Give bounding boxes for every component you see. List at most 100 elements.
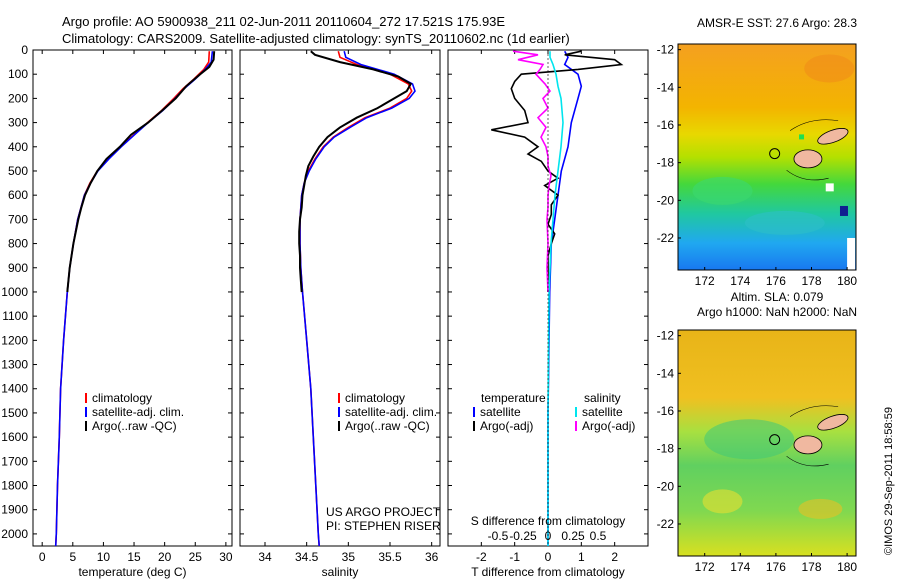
- differences-xtick-label: -2: [476, 550, 487, 564]
- sla_map-island-viti-levu: [793, 435, 823, 455]
- sst_map-xtick-label: 180: [837, 274, 857, 288]
- sla_map-ytick-label: -16: [657, 404, 675, 418]
- sla-blob: [704, 419, 795, 460]
- salinity-diff-tick-label: 0.5: [590, 529, 607, 543]
- differences-panel: -2 -1 0 1 2T difference from climatology -0.5…: [447, 49, 649, 579]
- imos-timestamp: ©IMOS 29-Sep-2011 18:58:59: [883, 407, 895, 555]
- plot-title-line2: Climatology: CARS2009. Satellite-adjuste…: [62, 31, 570, 46]
- project-annotation: PI: STEPHEN RISER: [326, 519, 441, 533]
- sst_map-ytick-label: -16: [657, 118, 675, 132]
- sst-cell: [847, 237, 856, 270]
- sst_map-argo-location-marker: [769, 148, 781, 160]
- salinity-legend-label: satellite-adj. clim.: [345, 405, 437, 419]
- sst_map-ytick-label: -14: [657, 80, 675, 94]
- sst_map-xtick-label: 174: [730, 274, 750, 288]
- sst_map-xtick-label: 176: [766, 274, 786, 288]
- depth-tick-label: 300: [8, 116, 28, 130]
- temperature-series-argo-raw-qc-: [66, 51, 216, 293]
- differences-xlabel: T difference from climatology: [471, 565, 625, 579]
- depth-tick-label: 1700: [1, 454, 28, 468]
- sst-cell: [825, 183, 834, 192]
- depth-tick-label: 1300: [1, 358, 28, 372]
- temperature-panel: 0 5 10 15 20 25 30 temperature (deg C) climatolo…: [32, 49, 233, 579]
- sla-map-title: Altim. SLA: 0.079: [731, 290, 824, 304]
- sst_map-ytick-label: -18: [657, 156, 675, 170]
- sla_map-frame: [677, 329, 857, 557]
- salinity-xtick-label: 36: [425, 550, 439, 564]
- sst-cell: [799, 134, 805, 140]
- sla_map-argo-location-marker: [769, 434, 781, 446]
- temperature-xlabel: temperature (deg C): [78, 565, 186, 579]
- differences-series-s-satellite: [547, 51, 564, 546]
- diff-legend-header-salinity: salinity: [584, 391, 621, 405]
- sst_map-reef-contour: [786, 169, 829, 181]
- temperature-frame: [32, 49, 233, 547]
- salinity-series-argo-raw-qc-: [298, 50, 413, 293]
- temperature-xtick-label: 20: [158, 550, 172, 564]
- sst_map-texture: [692, 54, 856, 270]
- salinity-series-satellite-adj-clim-: [299, 50, 416, 547]
- diff-salinity-legend-label: Argo(-adj): [582, 419, 635, 433]
- depth-tick-label: 1900: [1, 503, 28, 517]
- sst_map-frame: [677, 43, 857, 271]
- depth-tick-label: 2000: [1, 527, 28, 541]
- sst_map-reef-contour: [789, 119, 839, 131]
- differences-xtick-label: 1: [578, 550, 585, 564]
- depth-tick-label: 1200: [1, 333, 28, 347]
- depth-tick-label: 700: [8, 212, 28, 226]
- sst_map-ytick-label: -22: [657, 231, 675, 245]
- depth-tick-label: 600: [8, 188, 28, 202]
- sst-cell: [839, 205, 848, 216]
- depth-tick-label: 1100: [2, 309, 28, 323]
- diff-salinity-legend-label: satellite: [582, 405, 623, 419]
- sla_map-ytick-label: -18: [657, 442, 675, 456]
- sst_map-xtick-label: 178: [801, 274, 821, 288]
- temperature-legend-label: Argo(..raw -QC): [92, 419, 177, 433]
- sla_map-texture: [702, 405, 849, 519]
- salinity-xtick-label: 35.5: [378, 550, 402, 564]
- depth-tick-label: 500: [8, 164, 28, 178]
- salinity-xtick-label: 35: [342, 550, 356, 564]
- salinity-diff-tick-label: -0.5: [488, 529, 509, 543]
- depth-tick-label: 0: [21, 43, 28, 57]
- temperature-legend-label: satellite-adj. clim.: [92, 405, 184, 419]
- depth-tick-label: 1800: [1, 479, 28, 493]
- sst_map-island-viti-levu: [793, 149, 823, 169]
- sla-blob: [702, 489, 743, 514]
- sst-blob: [692, 176, 753, 205]
- depth-tick-label: 1400: [1, 382, 28, 396]
- diff-legend-header-temperature: temperature: [481, 391, 546, 405]
- sst_map-ytick-label: -20: [657, 193, 675, 207]
- depth-tick-label: 900: [8, 261, 28, 275]
- sst-blob: [744, 210, 825, 235]
- diff-temperature-legend-label: Argo(-adj): [480, 419, 533, 433]
- temperature-legend-label: climatology: [92, 391, 152, 405]
- sla-blob: [798, 498, 843, 519]
- sla_map-xtick-label: 178: [801, 560, 821, 574]
- sla_map-reef-contour: [789, 405, 839, 417]
- salinity-xtick-label: 34: [258, 550, 272, 564]
- diff-temperature-legend-label: satellite: [480, 405, 521, 419]
- sst_map-panel: 172 174 176 178 180 -12 -14 -16 -18 -20 -22 AMSR-E …: [657, 16, 858, 288]
- sla_map-xtick-label: 176: [766, 560, 786, 574]
- differences-xtick-label: -1: [509, 550, 520, 564]
- sst-map-title: AMSR-E SST: 27.6 Argo: 28.3: [697, 16, 857, 30]
- salinity-frame: [239, 49, 441, 547]
- salinity-diff-tick-label: 0.25: [561, 529, 585, 543]
- differences-series-s-argo-adj-: [512, 50, 552, 293]
- sst_map-xtick-label: 172: [695, 274, 715, 288]
- sst_map-ytick-label: -12: [657, 43, 675, 57]
- sla_map-ytick-label: -14: [657, 366, 675, 380]
- sst_map-island-vanua-levu: [817, 128, 849, 145]
- salinity-diff-tick-label: 0: [545, 529, 552, 543]
- depth-tick-label: 1500: [1, 406, 28, 420]
- sla-map-subtitle: Argo h1000: NaN h2000: NaN: [697, 305, 857, 319]
- depth-tick-label: 100: [8, 67, 28, 81]
- temperature-xtick-label: 25: [189, 550, 203, 564]
- sla_map-panel: 172 174 176 178 180 -12 -14 -16 -18 -20 -22 Altim. …: [657, 290, 858, 574]
- temperature-xtick-label: 30: [219, 550, 233, 564]
- salinity-diff-axis-label: S difference from climatology: [471, 514, 626, 528]
- sla_map-xtick-label: 172: [695, 560, 715, 574]
- salinity-diff-tick-label: -0.25: [509, 529, 537, 543]
